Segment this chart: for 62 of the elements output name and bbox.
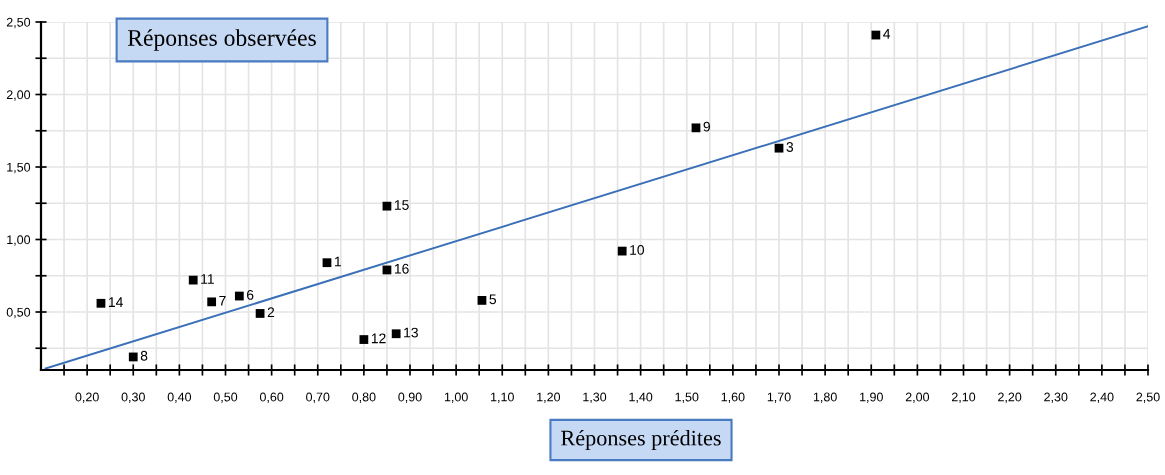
point [207, 297, 217, 307]
x-tick-label: 1,60 [721, 392, 745, 403]
y-axis-title: Réponses observées [127, 29, 316, 51]
y-tick-label: 0,50 [6, 307, 31, 319]
x-axis-title: Réponses prédites [561, 429, 721, 451]
point [774, 143, 784, 153]
point [382, 201, 392, 211]
x-tick-label: 1,80 [813, 392, 837, 403]
x-tick-label: 0,60 [259, 392, 284, 403]
x-tick-label: 1,10 [491, 392, 514, 403]
annotation: 10 [630, 244, 645, 255]
x-tick-label: 0,90 [398, 392, 422, 403]
x-tick-label: 1,30 [583, 392, 607, 403]
annotation: 15 [394, 200, 409, 210]
x-tick-label: 2,00 [905, 392, 930, 403]
x-tick-label: 2,10 [951, 392, 976, 403]
x-tick-label: 1,90 [860, 392, 883, 403]
x-tick-label: 2,20 [998, 392, 1022, 403]
point [255, 309, 265, 318]
point [234, 291, 244, 301]
x-tick-label: 0,80 [352, 392, 376, 403]
x-tick-label: 2,30 [1044, 392, 1068, 403]
x-tick-label: 0,40 [167, 392, 192, 403]
annotation: 12 [371, 333, 386, 344]
annotation: 6 [246, 289, 254, 300]
point [617, 246, 627, 256]
x-tick-label: 0,20 [75, 392, 99, 403]
x-tick-label: 1,50 [675, 392, 699, 403]
annotation: 5 [489, 294, 497, 305]
x-tick-label: 1,00 [444, 392, 468, 403]
point [391, 329, 401, 339]
annotation: 4 [883, 29, 891, 39]
annotation: 2 [267, 307, 275, 318]
annotation: 3 [786, 142, 794, 152]
annotation: 1 [334, 256, 341, 267]
annotation: 13 [404, 327, 418, 338]
x-tick-label: 2,50 [1136, 392, 1160, 403]
annotation: 8 [140, 350, 148, 361]
y-tick-label: 1,00 [7, 235, 31, 246]
point [359, 335, 369, 344]
x-tick-label: 1,70 [767, 392, 791, 403]
point [871, 30, 881, 40]
x-tick-label: 2,40 [1090, 392, 1114, 403]
annotation: 16 [394, 263, 409, 274]
point [188, 275, 198, 285]
x-tick-label: 0,50 [213, 392, 238, 403]
y-tick-label: 1,50 [7, 162, 31, 174]
annotation: 14 [108, 297, 123, 307]
point [691, 123, 701, 133]
point [322, 258, 332, 268]
annotation: 11 [201, 274, 214, 284]
point [477, 296, 487, 305]
x-tick-label: 1,40 [629, 392, 653, 403]
x-tick-label: 1,20 [537, 392, 561, 403]
point [128, 352, 138, 362]
annotation: 9 [703, 121, 710, 132]
y-tick-label: 2,00 [6, 90, 31, 101]
x-tick-label: 0,30 [121, 392, 145, 403]
x-tick-label: 0,70 [306, 392, 330, 403]
point [96, 298, 106, 308]
annotation: 7 [219, 295, 226, 306]
y-tick-label: 2,50 [6, 17, 31, 29]
